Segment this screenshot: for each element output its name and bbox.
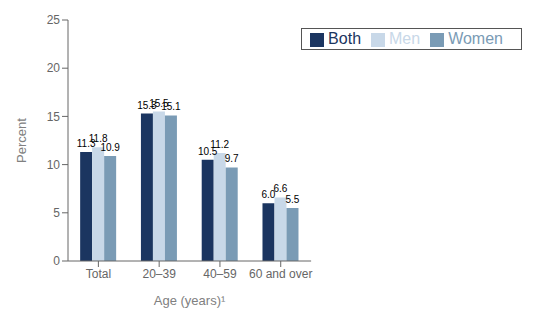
svg-text:20–39: 20–39 [142, 267, 176, 281]
svg-text:Percent: Percent [14, 118, 29, 163]
html-text:Men: Men [389, 30, 421, 47]
svg-text:6.6: 6.6 [274, 183, 288, 194]
svg-text:5: 5 [53, 206, 60, 220]
svg-text:15.1: 15.1 [161, 101, 181, 112]
svg-text:0: 0 [53, 254, 60, 268]
svg-text:Total: Total [86, 267, 111, 281]
svg-text:15.5: 15.5 [149, 97, 169, 109]
svg-text:Age (years)¹: Age (years)¹ [154, 293, 226, 308]
svg-text:40–59: 40–59 [203, 267, 237, 281]
svg-text:20: 20 [47, 61, 61, 75]
svg-text:60 and over: 60 and over [249, 267, 312, 281]
svg-text:11.2: 11.2 [210, 139, 229, 150]
svg-text:10.9: 10.9 [100, 142, 120, 153]
svg-text:25: 25 [47, 13, 61, 27]
svg-text:6.0: 6.0 [261, 189, 276, 201]
svg-text:15: 15 [47, 110, 61, 124]
svg-text:10: 10 [47, 158, 61, 172]
html-text:Women: Women [448, 30, 503, 47]
svg-text:9.7: 9.7 [225, 153, 239, 164]
svg-text:11.8: 11.8 [88, 133, 108, 145]
svg-text:11.3: 11.3 [76, 138, 96, 150]
html-text:Both: Both [328, 30, 361, 47]
svg-text:10.5: 10.5 [198, 145, 218, 157]
svg-text:5.5: 5.5 [286, 194, 300, 205]
svg-text:15.3: 15.3 [137, 99, 157, 111]
